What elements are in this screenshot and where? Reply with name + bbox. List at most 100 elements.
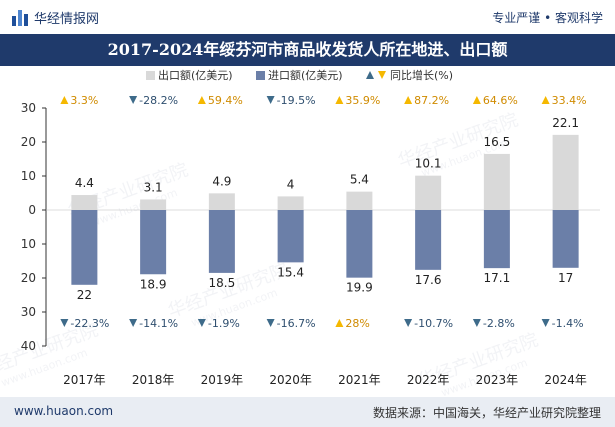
y-axis: 30 20 10 0 10 20 30 40 [21, 101, 600, 353]
export-value-label: 22.1 [552, 116, 579, 130]
legend-swatch-import [256, 71, 265, 80]
growth-up-icon [404, 96, 413, 104]
bar-chart-logo-icon [12, 9, 28, 26]
brand[interactable]: 华经情报网 [12, 8, 99, 27]
import-bar [71, 210, 98, 285]
growth-down-icon [60, 319, 69, 327]
x-tick-label: 2018年 [132, 373, 175, 387]
export-bar [208, 193, 235, 210]
y-tick-label: 30 [21, 305, 36, 319]
import-growth-label: -10.7% [414, 317, 453, 330]
import-value-label: 18.9 [140, 277, 167, 291]
growth-down-icon [129, 319, 138, 327]
growth-up-icon [472, 96, 481, 104]
export-growth-label: 35.9% [345, 94, 380, 107]
legend-label-import: 进口额(亿美元) [268, 69, 343, 82]
import-growth-label: -22.3% [70, 317, 109, 330]
export-value-label: 16.5 [484, 135, 511, 149]
export-growth-label: 64.6% [483, 94, 518, 107]
import-growth-label: -1.9% [208, 317, 240, 330]
legend-swatch-export [146, 71, 155, 80]
x-tick-label: 2022年 [407, 373, 450, 387]
y-tick-label: 20 [21, 271, 36, 285]
growth-down-icon [129, 96, 138, 104]
export-value-label: 3.1 [144, 180, 163, 194]
footer: www.huaon.com 数据来源：中国海关，华经产业研究院整理 [0, 397, 615, 427]
x-tick-label: 2024年 [544, 373, 587, 387]
y-tick-label: 10 [21, 169, 36, 183]
growth-up-icon [197, 96, 206, 104]
import-bar [277, 210, 304, 263]
export-bar [277, 196, 304, 210]
import-value-label: 15.4 [277, 265, 304, 279]
growth-up-icon [60, 96, 69, 104]
legend: 出口额(亿美元) 进口额(亿美元) 同比增长(%) [146, 68, 453, 82]
import-bar [415, 210, 442, 270]
legend-up-triangle-icon [366, 71, 374, 79]
export-growth-label: -19.5% [277, 94, 316, 107]
growth-down-icon [266, 96, 275, 104]
import-value-label: 19.9 [346, 281, 373, 295]
import-bar [483, 210, 510, 269]
export-bar [346, 191, 373, 210]
export-growth-label: 3.3% [70, 94, 98, 107]
import-bar [552, 210, 579, 268]
import-value-label: 17.6 [415, 273, 442, 287]
growth-up-icon [541, 96, 550, 104]
export-value-label: 4.9 [212, 174, 231, 188]
import-growth-label: -1.4% [552, 317, 584, 330]
y-tick-label: 0 [28, 203, 36, 217]
y-tick-label: 10 [21, 237, 36, 251]
import-growth-label: -16.7% [277, 317, 316, 330]
growth-down-icon [266, 319, 275, 327]
x-tick-label: 2021年 [338, 373, 381, 387]
export-bar [71, 195, 98, 210]
export-bar [483, 153, 510, 210]
export-bar [552, 134, 579, 210]
import-value-label: 17.1 [484, 271, 511, 285]
export-growth-label: -28.2% [139, 94, 178, 107]
import-value-label: 17 [558, 271, 573, 285]
export-value-label: 5.4 [350, 173, 369, 187]
x-tick-label: 2020年 [269, 373, 312, 387]
bars [71, 134, 579, 285]
export-bar [415, 175, 442, 210]
import-bar [140, 210, 167, 275]
growth-down-icon [472, 319, 481, 327]
tagline: 专业严谨 • 客观科学 [492, 11, 603, 25]
legend-label-growth: 同比增长(%) [390, 68, 453, 82]
x-tick-label: 2019年 [201, 373, 244, 387]
brand-name: 华经情报网 [34, 12, 100, 27]
import-value-label: 18.5 [209, 276, 236, 290]
legend-label-export: 出口额(亿美元) [158, 68, 233, 82]
chart: 华经产业研究院www.huaon.com华经产业研究院www.huaon.com… [0, 68, 600, 397]
y-tick-label: 40 [21, 339, 36, 353]
data-labels: 4.4 22 3.3% -22.3% 2017年 3.1 18.9 -28.2% -14.1% 2… [60, 94, 587, 387]
data-source: 数据来源：中国海关，华经产业研究院整理 [372, 406, 601, 420]
export-value-label: 4.4 [75, 176, 94, 190]
export-growth-label: 33.4% [552, 94, 587, 107]
growth-up-icon [335, 96, 344, 104]
export-bar [140, 199, 167, 210]
import-growth-label: -2.8% [483, 317, 515, 330]
import-growth-label: 28% [345, 317, 369, 330]
growth-down-icon [197, 319, 206, 327]
export-growth-label: 59.4% [208, 94, 243, 107]
y-tick-label: 20 [21, 135, 36, 149]
import-value-label: 22 [77, 288, 92, 302]
export-value-label: 4 [287, 177, 295, 191]
export-value-label: 10.1 [415, 157, 442, 171]
legend-down-triangle-icon [378, 71, 386, 79]
x-tick-label: 2023年 [476, 373, 519, 387]
export-growth-label: 87.2% [414, 94, 449, 107]
import-bar [208, 210, 235, 273]
growth-down-icon [541, 319, 550, 327]
y-tick-label: 30 [21, 101, 36, 115]
chart-title: 2017-2024年绥芬河市商品收发货人所在地进、出口额 [0, 34, 615, 66]
top-bar: 华经情报网 专业严谨 • 客观科学 [0, 0, 615, 34]
import-growth-label: -14.1% [139, 317, 178, 330]
import-bar [346, 210, 373, 278]
growth-down-icon [404, 319, 413, 327]
growth-up-icon [335, 319, 344, 327]
website-link[interactable]: www.huaon.com [14, 404, 114, 418]
